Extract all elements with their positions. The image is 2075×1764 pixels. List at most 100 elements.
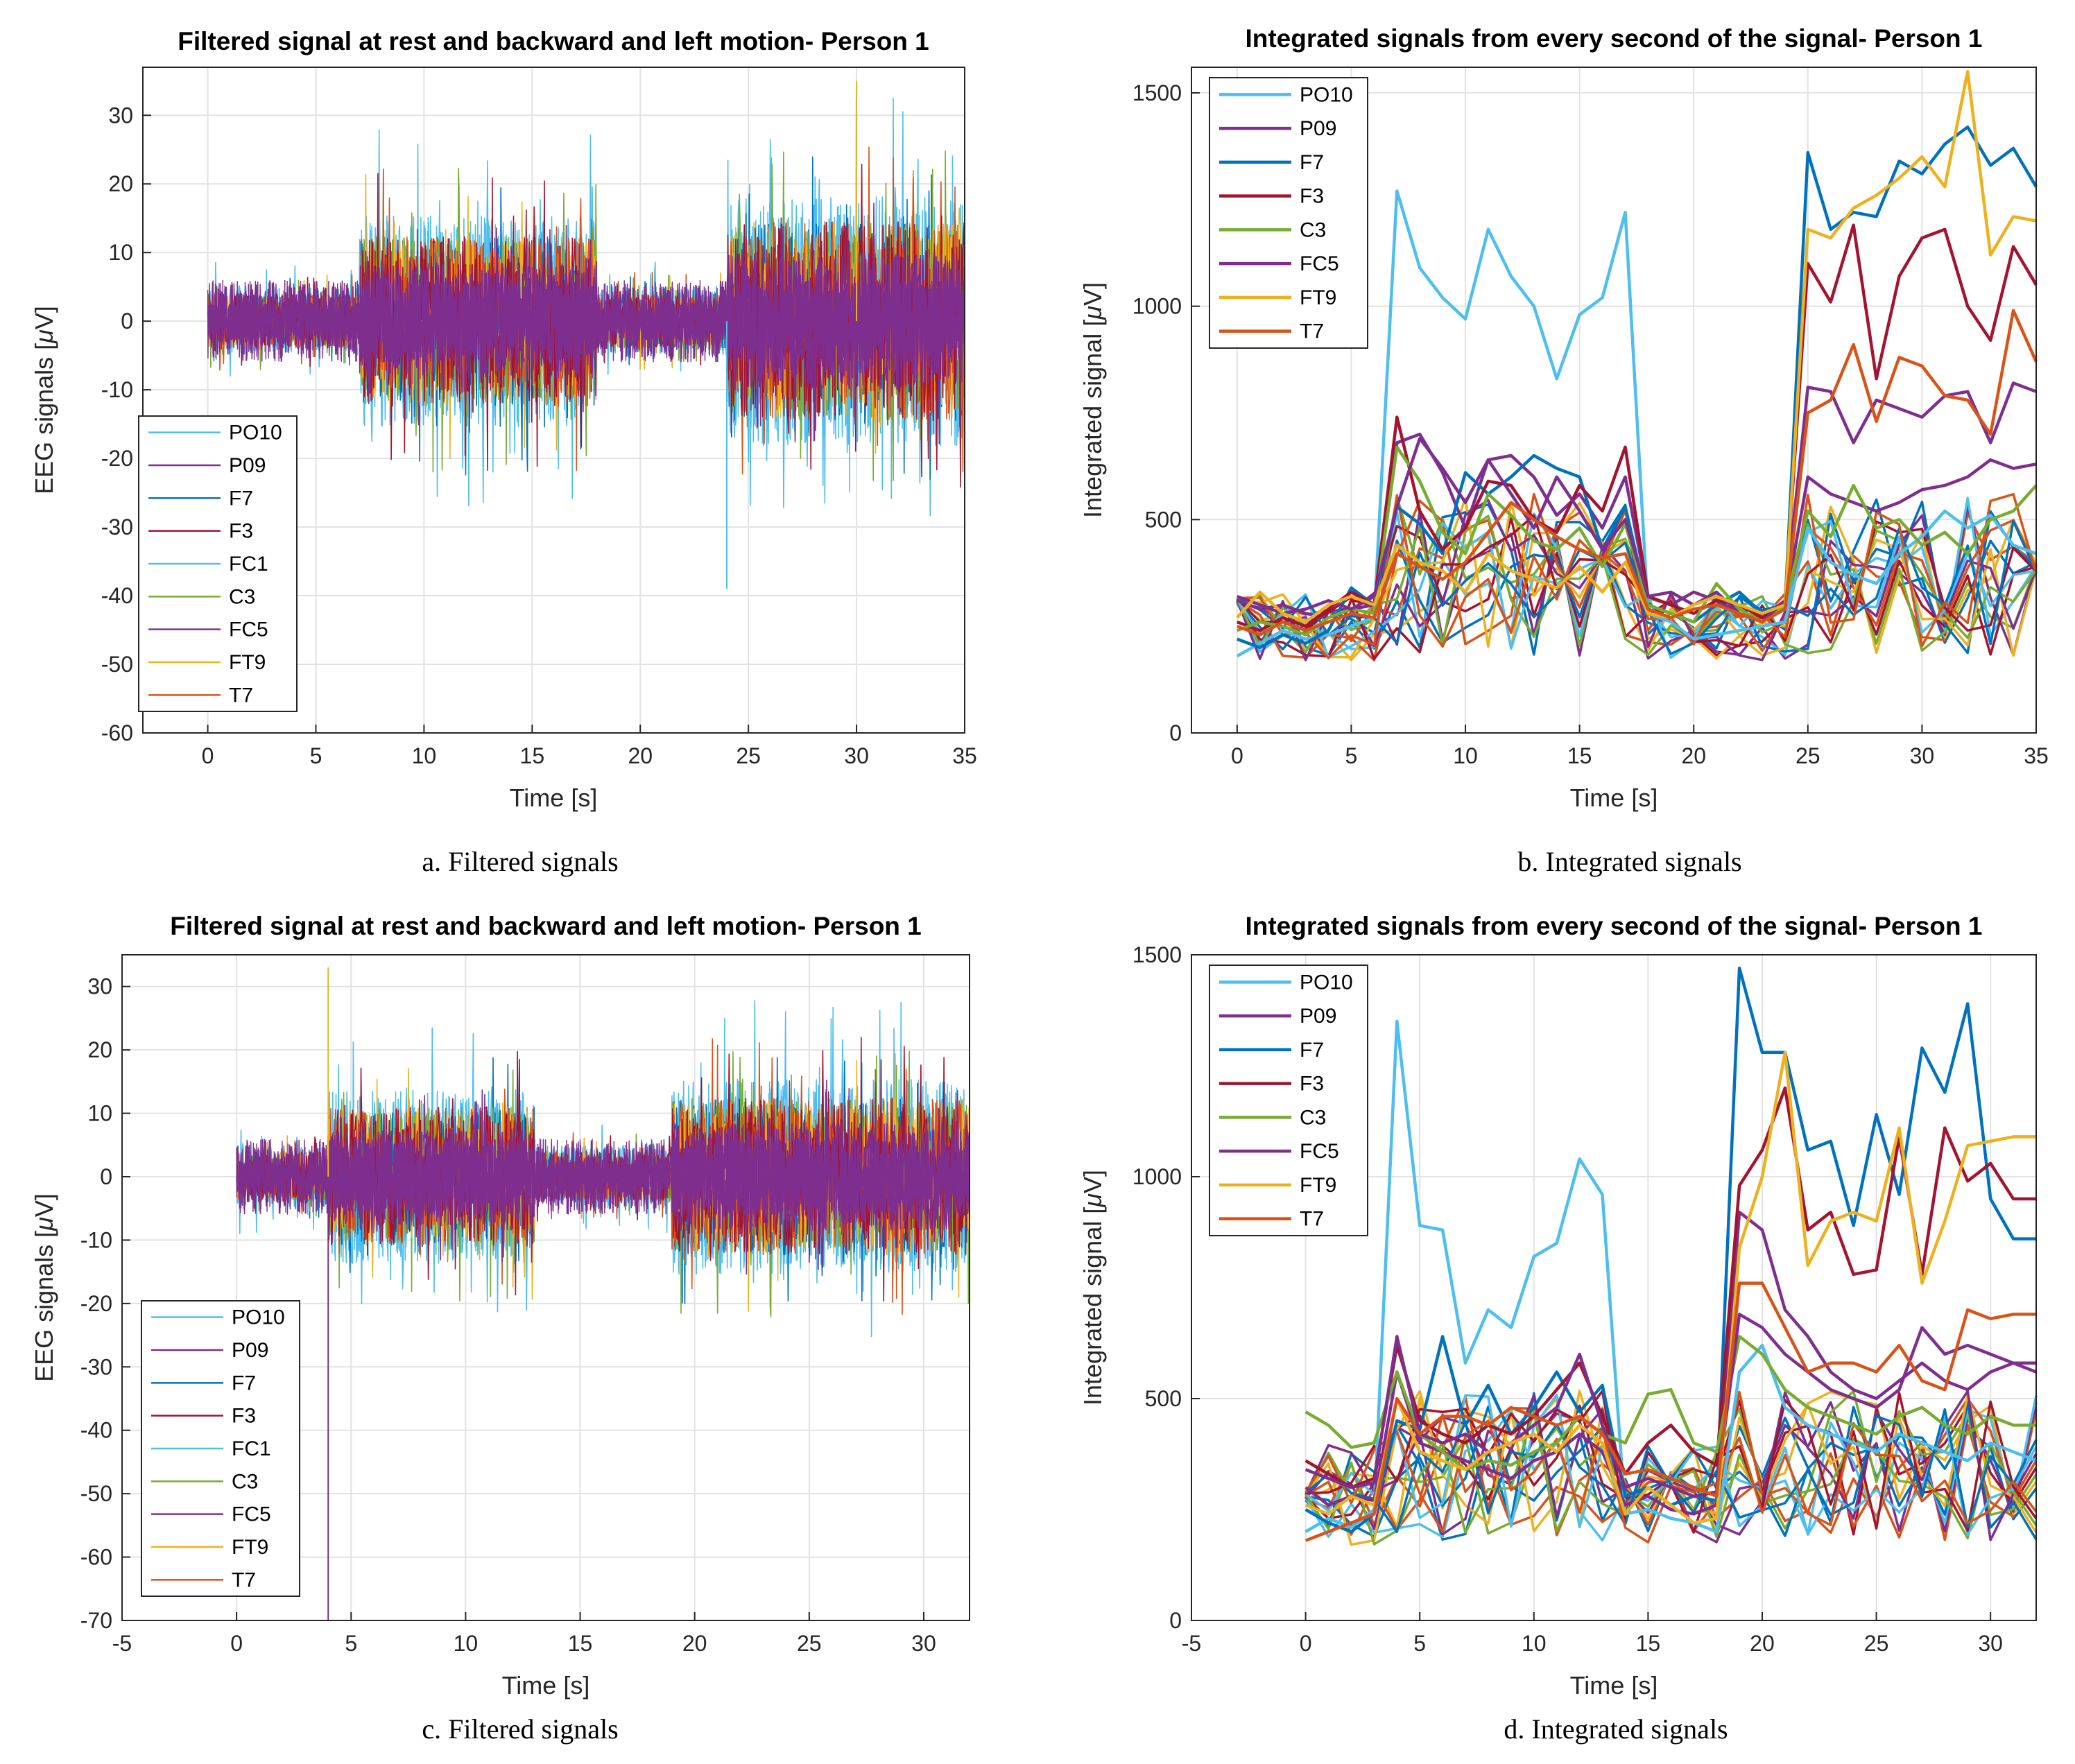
y-tick-label: 500 [1145, 507, 1182, 532]
series-line-c3 [1305, 1335, 2036, 1471]
legend-label: F3 [229, 520, 253, 543]
x-tick-label: 5 [1413, 1631, 1426, 1656]
x-axis-label: Time [s] [510, 784, 598, 812]
legend-label: C3 [1300, 1106, 1326, 1129]
series-line-ft9 [1236, 69, 2037, 624]
legend-label: FC1 [232, 1437, 271, 1460]
series-line-t7 [1237, 309, 2038, 637]
x-tick-label: 15 [520, 743, 545, 768]
y-tick-label: -40 [101, 583, 133, 608]
legend: PO10 P09 F7 F3 C3 FC5 FT9 T7 [1209, 77, 1368, 349]
panel-c: -5 0 5 10 15 20 25 30-70-60-50-40-30-20-1001020… [30, 912, 970, 1745]
chart-title: Integrated signals from every second of … [1245, 912, 1982, 940]
figure-caption: d. Integrated signals [1504, 1713, 1728, 1745]
legend-label: F7 [1300, 1039, 1324, 1062]
legend-label: T7 [1300, 1208, 1324, 1231]
legend-label: FC5 [232, 1503, 271, 1526]
y-tick-label: 0 [100, 1164, 112, 1189]
series-line-ft9 [1305, 1050, 2036, 1525]
legend-label: F3 [1300, 1073, 1324, 1096]
series-line-c3 [1237, 445, 2038, 637]
legend-label: C3 [232, 1470, 258, 1493]
x-tick-label: 25 [797, 1631, 822, 1656]
y-tick-label: -50 [101, 652, 133, 677]
y-axis-label: Integrated signal [μV] [1078, 1170, 1107, 1406]
x-tick-label: 20 [1681, 743, 1706, 768]
x-tick-label: 35 [2024, 743, 2049, 768]
x-tick-label: 20 [682, 1631, 707, 1656]
x-tick-label: -5 [112, 1631, 132, 1656]
x-tick-label: 30 [1910, 743, 1935, 768]
x-tick-label: 10 [412, 743, 437, 768]
legend-label: F3 [232, 1405, 256, 1428]
y-tick-label: -50 [80, 1481, 112, 1506]
legend-label: FC1 [229, 553, 268, 576]
x-tick-label: 5 [345, 1631, 357, 1656]
series-line-po10 [1305, 1019, 2037, 1534]
x-tick-label: 15 [1636, 1631, 1661, 1656]
y-tick-label: 0 [1169, 1608, 1182, 1633]
x-axis-label: Time [s] [1570, 784, 1658, 812]
legend-label: FT9 [1300, 1174, 1336, 1197]
legend-label: FT9 [1300, 286, 1336, 309]
y-axis-label: EEG signals [μV] [30, 1193, 58, 1382]
series-core-band [207, 279, 965, 363]
y-tick-label: 30 [108, 103, 133, 128]
series-line-po10 [1236, 189, 2037, 658]
y-tick-label: 30 [87, 974, 112, 999]
y-axis-label: EEG signals [μV] [30, 306, 58, 494]
legend-label: PO10 [229, 422, 282, 444]
panel-b: 0 5 10 15 20 25 30 35 0 500 1000 1500 Integrated si… [1078, 24, 2049, 877]
x-tick-label: 10 [454, 1631, 479, 1656]
y-tick-label: -30 [80, 1354, 112, 1379]
legend-label: P09 [232, 1339, 268, 1362]
x-tick-label: 15 [568, 1631, 593, 1656]
y-tick-label: -20 [101, 446, 133, 471]
x-tick-label: 5 [1345, 743, 1358, 768]
legend-label: P09 [1300, 1005, 1336, 1028]
legend: PO10 P09 F7 F3 FC1 C3 FC5 FT9 T7 [138, 415, 298, 712]
legend: PO10 P09 F7 F3 C3 FC5 FT9 T7 [1209, 965, 1368, 1236]
legend-label: FC5 [229, 619, 268, 641]
legend-label: T7 [1300, 320, 1324, 343]
legend-label: FT9 [232, 1536, 268, 1559]
y-tick-label: 500 [1145, 1386, 1182, 1411]
figure-caption: c. Filtered signals [422, 1713, 618, 1745]
x-tick-label: 25 [1864, 1631, 1889, 1656]
x-tick-label: 25 [736, 743, 761, 768]
legend-label: FC5 [1300, 1140, 1339, 1163]
legend-label: P09 [1300, 117, 1336, 140]
x-tick-label: 20 [628, 743, 653, 768]
legend-box [1209, 965, 1368, 1236]
panel-a: 0 5 10 15 20 25 30 35-60-50-40-30-20-100102030 … [30, 27, 977, 877]
x-tick-label: -5 [1182, 1631, 1201, 1656]
x-tick-label: 0 [230, 1631, 243, 1656]
x-axis-label: Time [s] [1570, 1671, 1658, 1700]
figure-caption: a. Filtered signals [422, 846, 618, 877]
y-tick-label: -60 [101, 720, 133, 745]
y-tick-label: -20 [80, 1291, 112, 1316]
legend-label: PO10 [232, 1306, 285, 1329]
y-tick-label: -10 [80, 1227, 112, 1252]
legend-label: F7 [229, 487, 253, 510]
x-axis-label: Time [s] [502, 1671, 590, 1700]
y-tick-label: 10 [87, 1101, 112, 1126]
series-line-t7 [1305, 1281, 2036, 1542]
legend-label: FC5 [1300, 252, 1339, 275]
series-line-fc5 [1237, 381, 2037, 624]
x-tick-label: 10 [1522, 1631, 1547, 1656]
x-tick-label: 20 [1750, 1631, 1775, 1656]
x-tick-label: 30 [911, 1631, 936, 1656]
x-tick-label: 5 [310, 743, 322, 768]
x-tick-label: 25 [1796, 743, 1820, 768]
series-line-fc5 [1305, 1313, 2036, 1498]
figure-caption: b. Integrated signals [1517, 846, 1741, 877]
y-tick-label: -30 [101, 514, 133, 539]
y-tick-label: 1000 [1133, 294, 1182, 319]
x-tick-label: 35 [952, 743, 977, 768]
y-tick-label: 1500 [1133, 80, 1182, 105]
y-tick-label: -70 [80, 1608, 112, 1633]
y-axis-label: Integrated signal [μV] [1078, 282, 1107, 518]
